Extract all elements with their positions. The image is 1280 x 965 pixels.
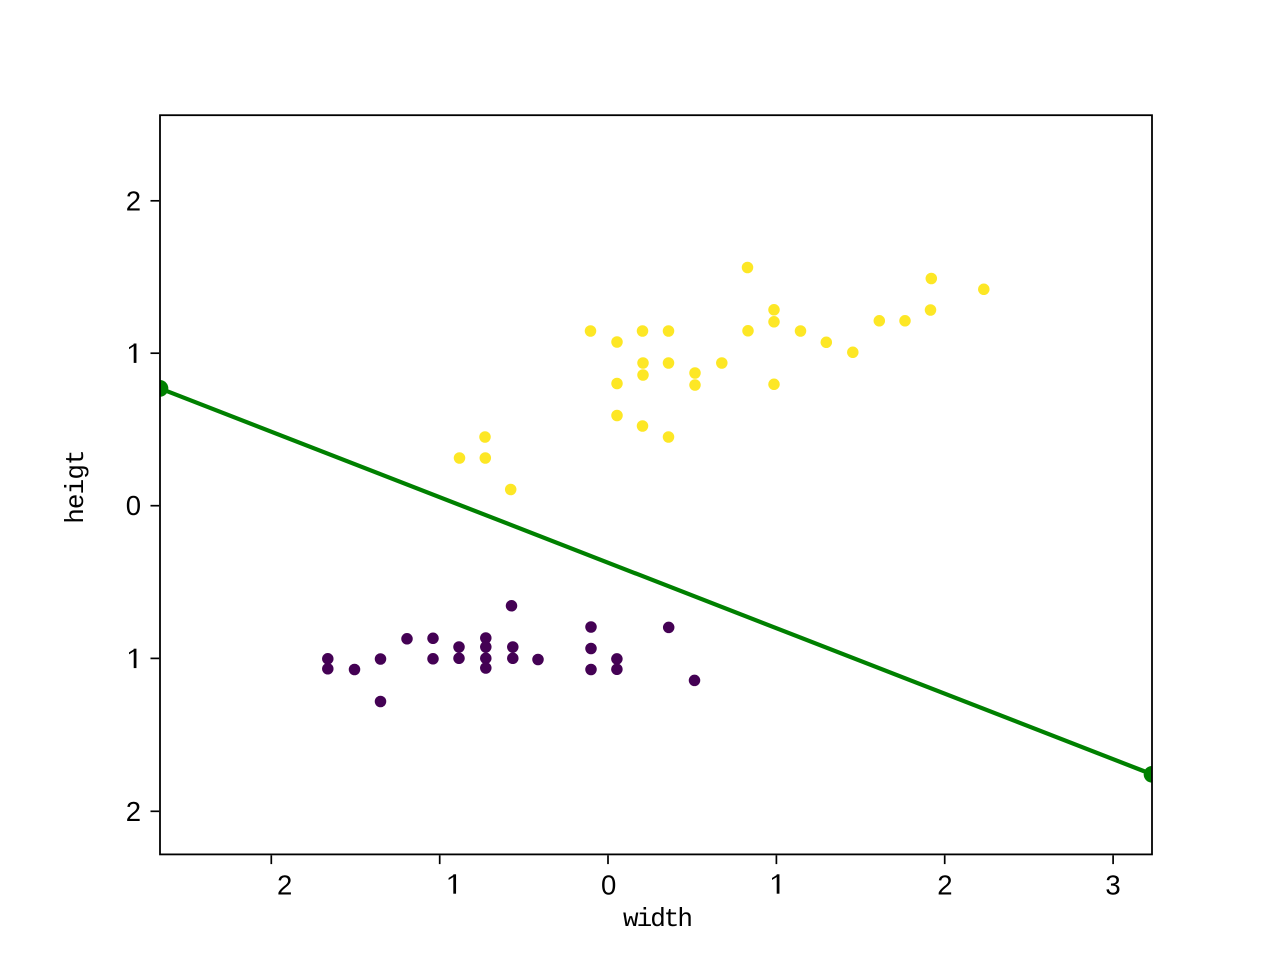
svg-text:heigt: heigt bbox=[61, 450, 91, 524]
svg-text:0: 0 bbox=[601, 869, 616, 900]
svg-text:3: 3 bbox=[1105, 869, 1120, 900]
svg-text:2: 2 bbox=[126, 185, 141, 216]
svg-text:0: 0 bbox=[126, 490, 141, 521]
svg-text:width: width bbox=[623, 904, 691, 934]
svg-text:2: 2 bbox=[126, 796, 141, 827]
svg-text:2: 2 bbox=[937, 869, 952, 900]
svg-text:2: 2 bbox=[277, 869, 292, 900]
